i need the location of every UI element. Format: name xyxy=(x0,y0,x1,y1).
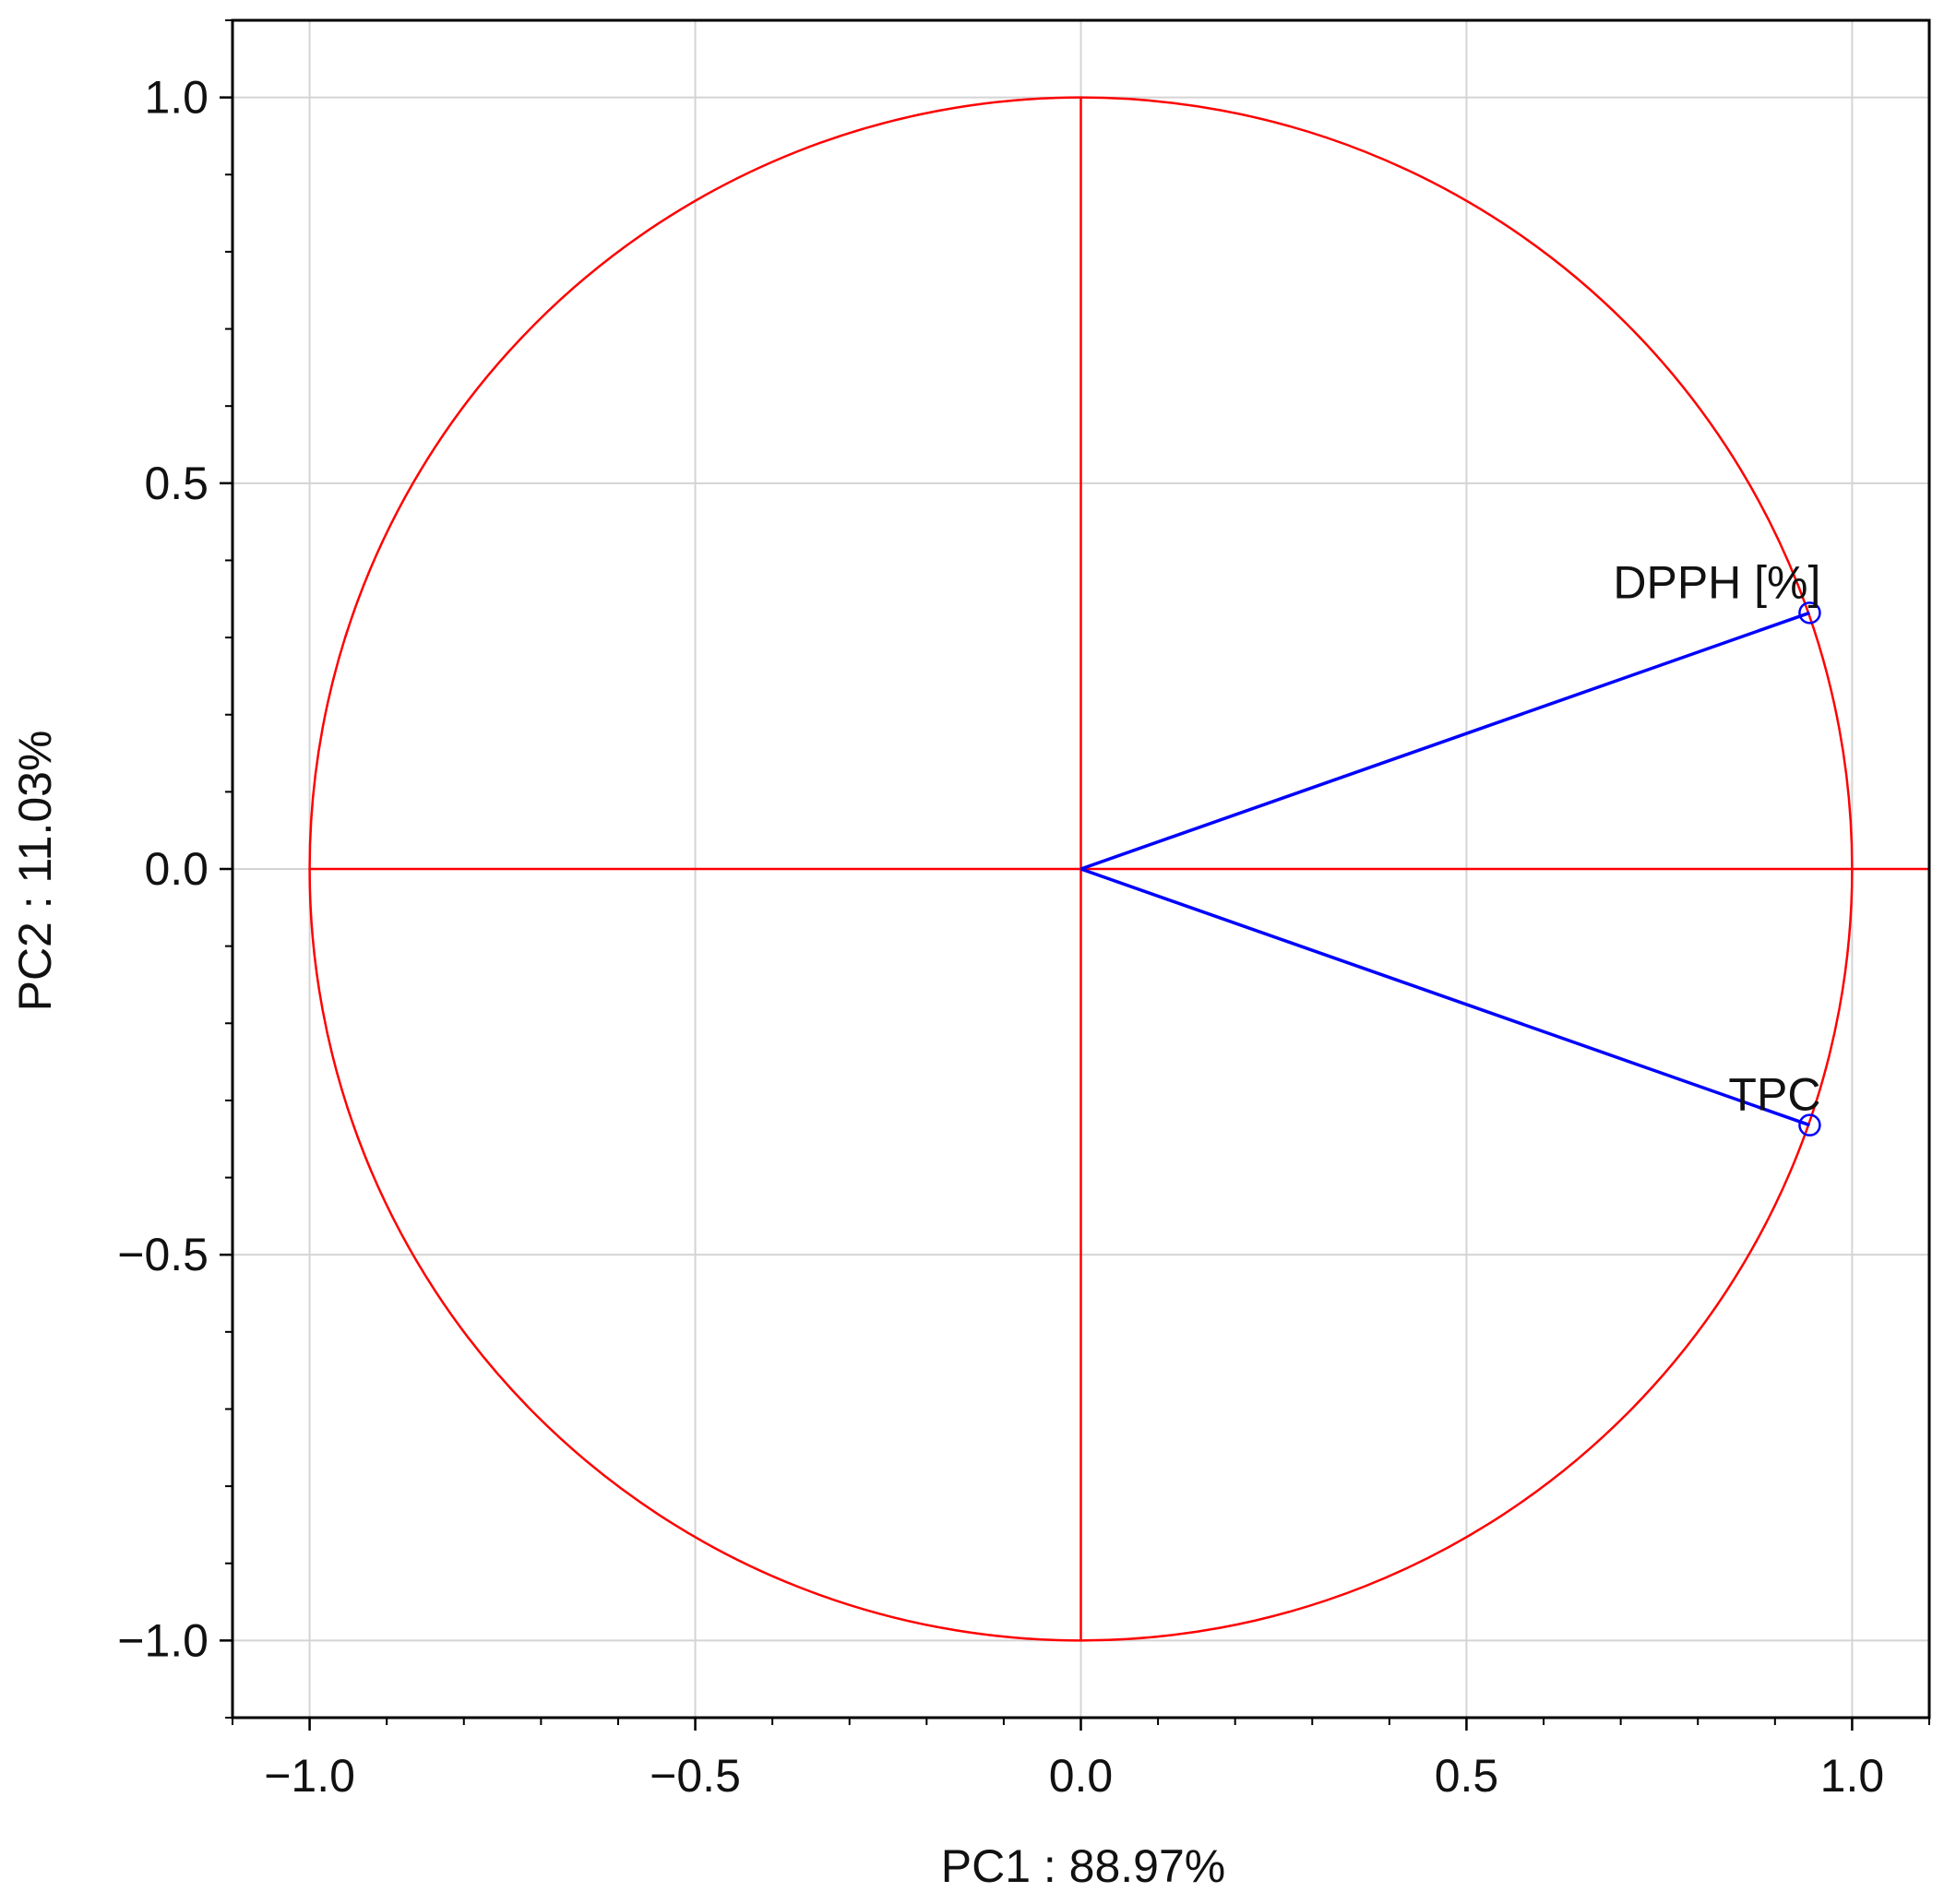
unit-circle-layer xyxy=(308,96,1929,1642)
y-tick-label: 0.0 xyxy=(144,843,209,895)
x-tick-label: −0.5 xyxy=(650,1750,741,1802)
y-tick-label: −1.0 xyxy=(117,1614,209,1666)
x-axis-title: PC1 : 88.97% xyxy=(941,1840,1226,1892)
loading-point-marker xyxy=(1798,1113,1821,1136)
y-axis-title: PC2 : 11.03% xyxy=(9,731,61,1012)
loading-point-label: DPPH [%] xyxy=(1613,556,1820,608)
axis-ticks xyxy=(220,19,1930,1731)
x-tick-label: 0.0 xyxy=(1049,1750,1114,1802)
y-tick-label: 1.0 xyxy=(144,72,209,124)
y-tick-label: 0.5 xyxy=(144,458,209,509)
tick-labels: −1.0 −0.5 0.0 0.5 1.0 1.0 0.5 0.0 −0.5 −1.0 xyxy=(117,72,1884,1802)
x-tick-label: 0.5 xyxy=(1435,1750,1499,1802)
x-tick-label: −1.0 xyxy=(264,1750,355,1802)
y-tick-label: −0.5 xyxy=(117,1229,209,1280)
loading-vectors: DPPH [%] TPC xyxy=(1079,556,1821,1136)
loading-vector-line xyxy=(1079,867,1811,1127)
loading-point-label: TPC xyxy=(1728,1069,1820,1121)
loading-point-marker xyxy=(1798,601,1821,625)
x-tick-label: 1.0 xyxy=(1820,1750,1885,1802)
loading-vector-line xyxy=(1079,611,1811,871)
